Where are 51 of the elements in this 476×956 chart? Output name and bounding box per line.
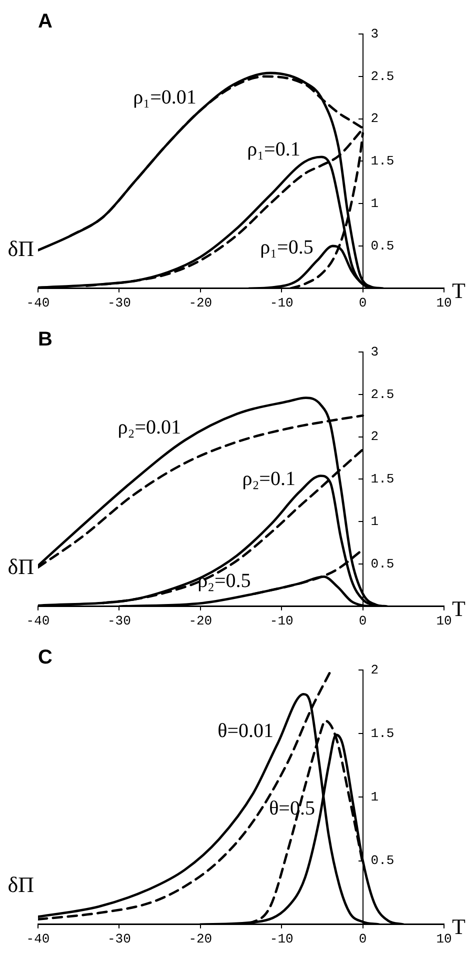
y-tick-label: 2.5 <box>370 386 394 402</box>
y-tick-label: 1.5 <box>370 726 394 742</box>
x-tick-label: -30 <box>107 932 131 947</box>
x-tick-label: -20 <box>188 296 212 311</box>
y-tick-label: 2 <box>370 429 379 444</box>
y-tick-label: 1 <box>370 514 379 530</box>
x-tick-label: -30 <box>107 614 131 629</box>
y-tick-label: 1 <box>370 790 379 805</box>
x-tick-label: -10 <box>270 614 294 629</box>
y-tick-label: 2 <box>370 111 379 126</box>
y-tick-label: 1.5 <box>370 472 394 487</box>
y-tick-label: 1.5 <box>370 154 394 169</box>
y-tick-label: 1 <box>370 196 379 212</box>
chart-title: C <box>38 646 52 669</box>
chart-title: B <box>38 328 52 351</box>
x-tick-label: -40 <box>26 614 50 629</box>
series-label: ρ₂=0.5 <box>198 570 251 592</box>
x-tick-label: 0 <box>358 932 367 947</box>
x-tick-label: -30 <box>107 296 131 311</box>
x-tick-label: -10 <box>270 296 294 311</box>
y-axis-title: δΠ <box>8 872 34 898</box>
y-tick-label: 3 <box>370 26 379 42</box>
x-tick-label: 0 <box>358 614 367 629</box>
series-label: ρ₁=0.5 <box>260 236 314 259</box>
y-axis-title: δΠ <box>8 554 34 580</box>
series-label: θ=0.01 <box>218 720 274 742</box>
x-tick-label: 10 <box>436 614 452 629</box>
x-tick-label: -40 <box>26 296 50 311</box>
y-tick-label: 0.5 <box>370 238 394 254</box>
x-tick-label: -40 <box>26 932 50 947</box>
y-tick-label: 2 <box>370 662 379 678</box>
y-tick-label: 0.5 <box>370 556 394 572</box>
series-label: ρ₁=0.1 <box>247 138 300 160</box>
x-axis-title: T <box>452 278 466 304</box>
x-axis-title: T <box>452 914 466 940</box>
series-label: ρ₂=0.01 <box>118 416 181 438</box>
y-tick-label: 0.5 <box>370 853 394 868</box>
series-label: ρ₁=0.01 <box>133 86 196 109</box>
x-tick-label: -20 <box>188 932 212 947</box>
x-tick-label: 10 <box>436 296 452 311</box>
x-tick-label: -10 <box>270 932 294 947</box>
x-axis-title: T <box>452 596 466 622</box>
chart-title: A <box>38 10 52 33</box>
y-axis-title: δΠ <box>8 236 34 262</box>
x-tick-label: 10 <box>436 932 452 947</box>
x-tick-label: -20 <box>188 614 212 629</box>
x-tick-label: 0 <box>358 296 367 311</box>
y-tick-label: 2.5 <box>370 68 394 84</box>
y-tick-label: 3 <box>370 344 379 360</box>
series-label: θ=0.5 <box>269 798 315 820</box>
series-label: ρ₂=0.1 <box>242 468 296 490</box>
